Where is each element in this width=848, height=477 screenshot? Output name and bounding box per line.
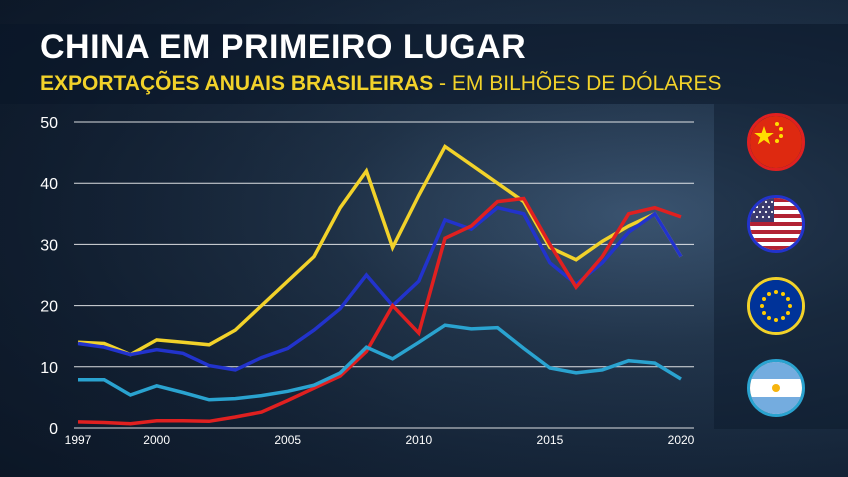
- series-line-eu: [77, 143, 683, 357]
- x-tick-label: 2020: [668, 433, 695, 447]
- usa-flag-icon: [747, 195, 805, 253]
- china-flag-icon: [747, 113, 805, 171]
- y-tick-label: 0: [49, 421, 58, 438]
- x-tick-label: 2005: [274, 433, 301, 447]
- subtitle-separator: -: [433, 72, 452, 95]
- subtitle-unit: EM BILHÕES DE DÓLARES: [451, 72, 722, 95]
- argentina-flag-icon: [747, 359, 805, 417]
- y-tick-label: 30: [40, 237, 58, 254]
- subtitle-main: EXPORTAÇÕES ANUAIS BRASILEIRAS: [40, 72, 434, 95]
- title-band: [0, 24, 848, 104]
- x-tick-label: 1997: [65, 433, 92, 447]
- x-tick-label: 2010: [405, 433, 432, 447]
- y-tick-label: 10: [40, 360, 58, 377]
- x-tick-label: 2015: [537, 433, 564, 447]
- eu-flag-icon: [747, 277, 805, 335]
- x-tick-label: 2000: [143, 433, 170, 447]
- series-line-china: [77, 196, 682, 426]
- y-tick-label: 50: [40, 115, 58, 132]
- series-line-argentina: [78, 323, 682, 402]
- y-tick-label: 40: [40, 176, 58, 193]
- series-line-usa: [77, 205, 683, 372]
- y-tick-label: 20: [40, 299, 58, 316]
- chart-title: CHINA EM PRIMEIRO LUGAR: [40, 28, 527, 66]
- chart-subtitle: EXPORTAÇÕES ANUAIS BRASILEIRAS - EM BILH…: [40, 72, 721, 96]
